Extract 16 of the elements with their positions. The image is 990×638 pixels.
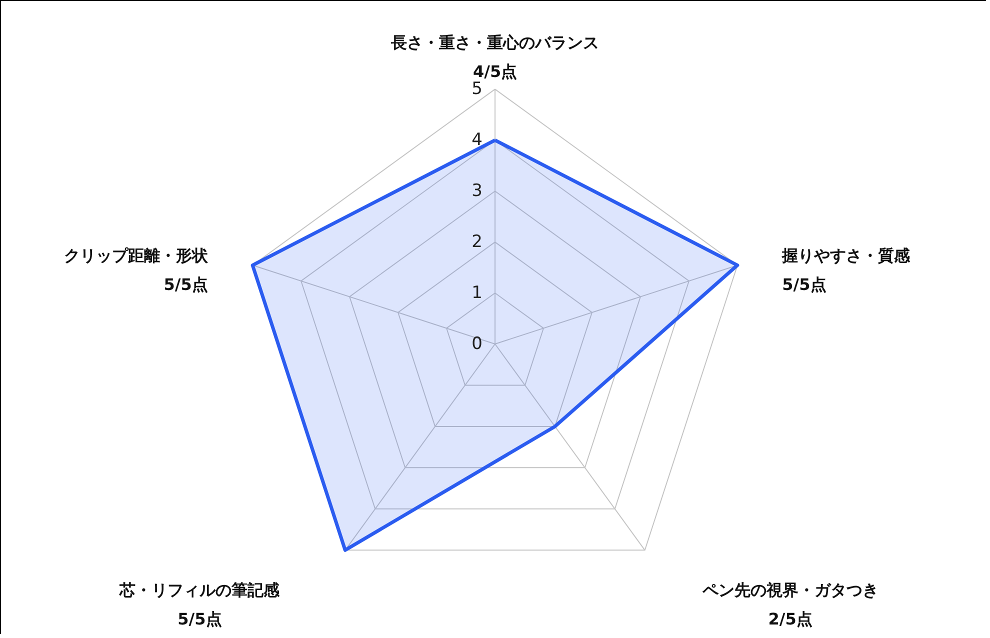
text: 5/5点 xyxy=(164,275,208,294)
spoke-label: 握りやすさ・質感 xyxy=(781,246,912,266)
y-tick-label: 5 xyxy=(472,79,482,100)
text: 2/5点 xyxy=(768,610,812,629)
text: 4/5点 xyxy=(472,62,518,81)
spoke-label: クリップ距離・形状 xyxy=(64,246,209,266)
y-tick-label: 1 xyxy=(472,283,482,304)
spoke-label: ペン先の視界・ガタつき xyxy=(701,580,878,600)
y-tick-label: 0 xyxy=(472,334,482,354)
text: 5/5点 xyxy=(178,610,222,629)
text: 5/5点 xyxy=(782,275,826,294)
spoke-label: 芯・リフィルの筆記感 xyxy=(118,580,281,600)
y-tick-label: 2 xyxy=(472,232,482,252)
spoke-label: 長さ・重さ・重心のバランス xyxy=(390,32,600,52)
y-tick-label: 4 xyxy=(472,130,482,150)
y-tick-label: 3 xyxy=(472,181,482,202)
